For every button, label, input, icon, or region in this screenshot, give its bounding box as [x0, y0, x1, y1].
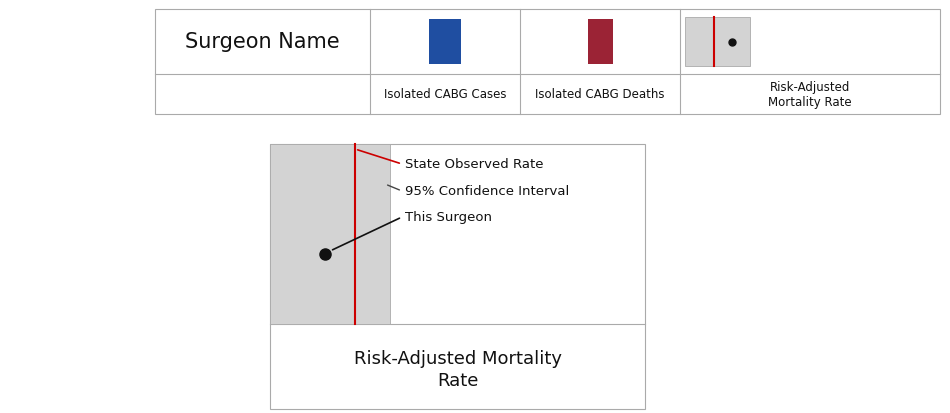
Text: Risk-Adjusted
Mortality Rate: Risk-Adjusted Mortality Rate: [769, 81, 852, 109]
Bar: [429, 20, 461, 65]
Text: Rate: Rate: [437, 372, 478, 389]
Text: This Surgeon: This Surgeon: [405, 211, 492, 224]
Bar: [270, 145, 645, 409]
Bar: [155, 10, 940, 115]
Bar: [270, 145, 390, 324]
Bar: [685, 18, 750, 67]
Text: Isolated CABG Deaths: Isolated CABG Deaths: [535, 88, 665, 101]
Text: State Observed Rate: State Observed Rate: [405, 158, 543, 171]
Bar: [587, 20, 613, 65]
Text: 95% Confidence Interval: 95% Confidence Interval: [405, 185, 569, 198]
Text: Risk-Adjusted Mortality: Risk-Adjusted Mortality: [353, 350, 561, 368]
Text: Isolated CABG Cases: Isolated CABG Cases: [384, 88, 506, 101]
Text: Surgeon Name: Surgeon Name: [185, 33, 340, 52]
